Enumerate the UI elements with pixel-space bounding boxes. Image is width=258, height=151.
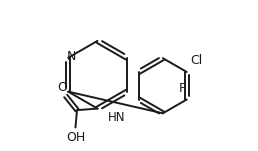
Text: N: N	[66, 50, 76, 63]
Text: Cl: Cl	[190, 54, 202, 67]
Text: OH: OH	[66, 131, 85, 144]
Text: F: F	[179, 82, 186, 95]
Text: O: O	[57, 81, 67, 94]
Text: HN: HN	[108, 111, 126, 124]
